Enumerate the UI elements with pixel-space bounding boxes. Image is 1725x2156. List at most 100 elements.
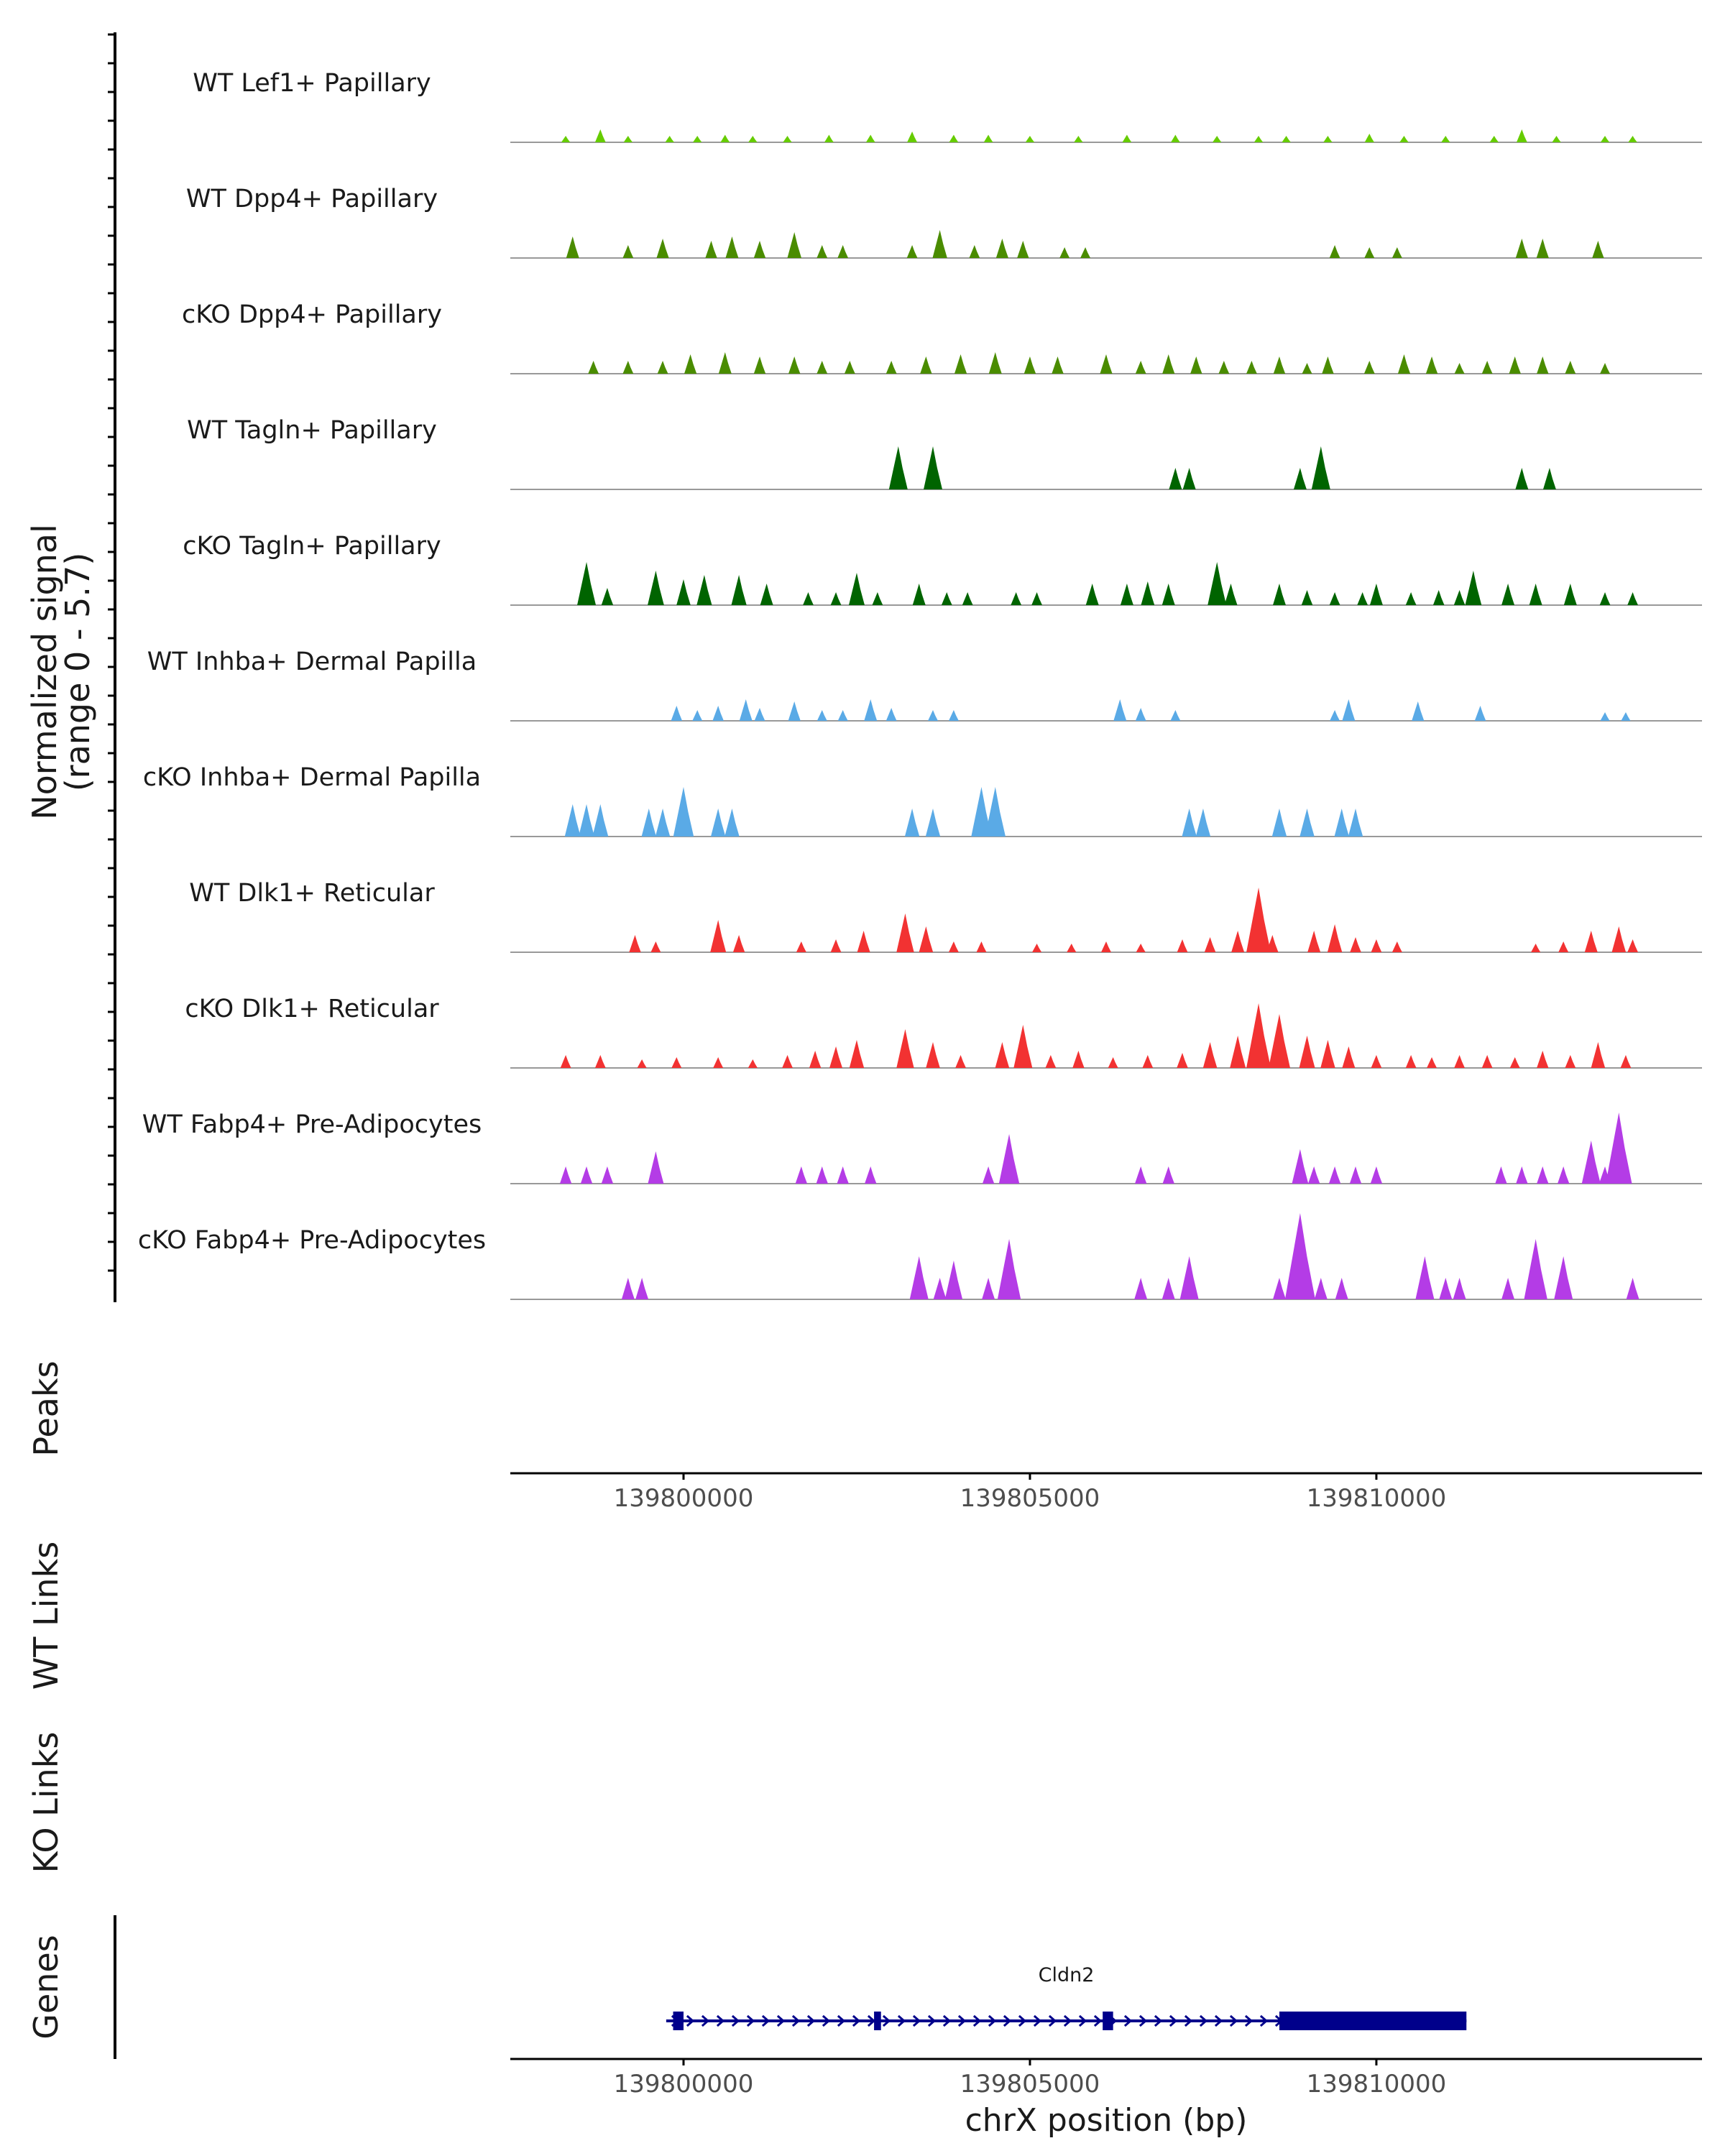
signal-peak <box>1364 247 1375 258</box>
signal-peak <box>635 1278 649 1299</box>
signal-peak <box>1170 134 1180 142</box>
track-11: cKO Fabp4+ Pre-Adipocytes <box>138 1213 1702 1300</box>
signal-peak <box>712 706 724 721</box>
signal-peak <box>1592 241 1604 258</box>
track-7: cKO Inhba+ Dermal Papilla <box>143 763 1702 837</box>
peaks-panel-label: Peaks <box>27 1360 65 1456</box>
strand-arrow <box>701 2014 710 2027</box>
strand-arrow <box>1214 2014 1223 2027</box>
signal-peak <box>982 1278 995 1299</box>
signal-peak <box>671 1057 682 1068</box>
signal-peak <box>753 356 766 374</box>
signal-peak <box>564 804 581 837</box>
strand-arrow <box>806 2014 816 2027</box>
track-label: cKO Fabp4+ Pre-Adipocytes <box>138 1226 486 1255</box>
signal-peak <box>1162 354 1175 374</box>
signal-peak <box>924 446 943 489</box>
signal-peak <box>1179 1256 1199 1299</box>
signal-peak <box>904 808 920 837</box>
signal-peak <box>906 245 918 258</box>
signal-peak <box>1302 363 1312 374</box>
signal-peak <box>783 136 792 142</box>
signal-peak <box>594 129 606 142</box>
signal-peak <box>888 446 908 489</box>
strand-arrow <box>776 2014 786 2027</box>
signal-peak <box>665 136 674 142</box>
signal-peak <box>1563 584 1577 605</box>
signal-peak <box>782 1055 793 1068</box>
signal-peak <box>760 584 773 605</box>
track-label: WT Inhba+ Dermal Papilla <box>147 648 477 676</box>
signal-peak <box>1085 584 1099 605</box>
gene-exon <box>673 2012 684 2030</box>
signal-peak <box>1509 356 1521 374</box>
signal-peak <box>886 361 897 374</box>
signal-peak <box>788 356 801 374</box>
strand-arrow <box>1138 2014 1148 2027</box>
gene-exon <box>874 2012 881 2030</box>
signal-peak <box>1208 562 1227 605</box>
track-2: WT Dpp4+ Papillary <box>186 185 1702 259</box>
strand-arrow <box>897 2014 906 2027</box>
signal-peak <box>1611 926 1627 952</box>
strand-arrow <box>716 2014 725 2027</box>
signal-peak <box>864 699 878 721</box>
strand-arrow <box>761 2014 770 2027</box>
signal-peak <box>849 1040 865 1068</box>
signal-peak <box>1371 1055 1382 1068</box>
strand-arrow <box>852 2014 861 2027</box>
strand-arrow <box>1184 2014 1193 2027</box>
signal-peak <box>1441 136 1450 142</box>
signal-peak <box>1162 1278 1175 1299</box>
signal-peak <box>995 239 1009 258</box>
signal-peak <box>1292 1149 1309 1184</box>
track-9: cKO Dlk1+ Reticular <box>185 995 1702 1069</box>
strand-arrow <box>972 2014 982 2027</box>
signal-peak <box>896 913 914 952</box>
signal-peak <box>983 134 993 142</box>
signal-peak <box>954 354 967 374</box>
signal-peak <box>829 1046 843 1068</box>
signal-peak <box>997 1239 1021 1299</box>
signal-peak <box>1515 468 1529 489</box>
gene-model-cldn2 <box>666 2012 1467 2030</box>
signal-peak <box>1606 1112 1632 1184</box>
signal-peak <box>1501 584 1515 605</box>
signal-peak <box>1342 699 1356 721</box>
signal-peak <box>926 1042 940 1068</box>
track-1: WT Lef1+ Papillary <box>193 69 1702 143</box>
signal-peak <box>601 1166 614 1184</box>
signal-peak <box>705 241 717 258</box>
signal-peak <box>1334 808 1349 837</box>
signal-peak <box>1162 1166 1174 1184</box>
signal-peak <box>1627 592 1639 605</box>
signal-peak <box>1322 356 1334 374</box>
track-label: WT Dlk1+ Reticular <box>189 879 435 908</box>
signal-peak <box>1363 361 1375 374</box>
strand-arrow <box>957 2014 967 2027</box>
signal-peak <box>696 575 712 605</box>
x-tick-label: 139800000 <box>614 1484 754 1513</box>
signal-peak <box>1453 1278 1466 1299</box>
signal-peak <box>657 361 668 374</box>
signal-peak <box>739 699 753 721</box>
signal-peak <box>1293 468 1307 489</box>
strand-arrow <box>1123 2014 1133 2027</box>
signal-peak <box>1427 1057 1438 1068</box>
signal-peak <box>976 941 987 952</box>
signal-peak <box>1122 134 1132 142</box>
signal-peak <box>928 710 939 721</box>
signal-peak <box>1135 361 1146 374</box>
signal-peak <box>1311 446 1330 489</box>
signal-peak <box>1268 1014 1290 1068</box>
signal-peak <box>988 352 1002 374</box>
signal-peak <box>1342 1046 1356 1068</box>
signal-peak <box>560 1055 571 1068</box>
signal-peak <box>1474 706 1486 721</box>
signal-peak <box>1453 590 1466 605</box>
gene-exon <box>1279 2012 1467 2030</box>
signal-peak <box>1246 361 1257 374</box>
signal-peak <box>982 1166 995 1184</box>
signal-peak <box>1300 808 1315 837</box>
signal-peak <box>1415 1256 1435 1299</box>
